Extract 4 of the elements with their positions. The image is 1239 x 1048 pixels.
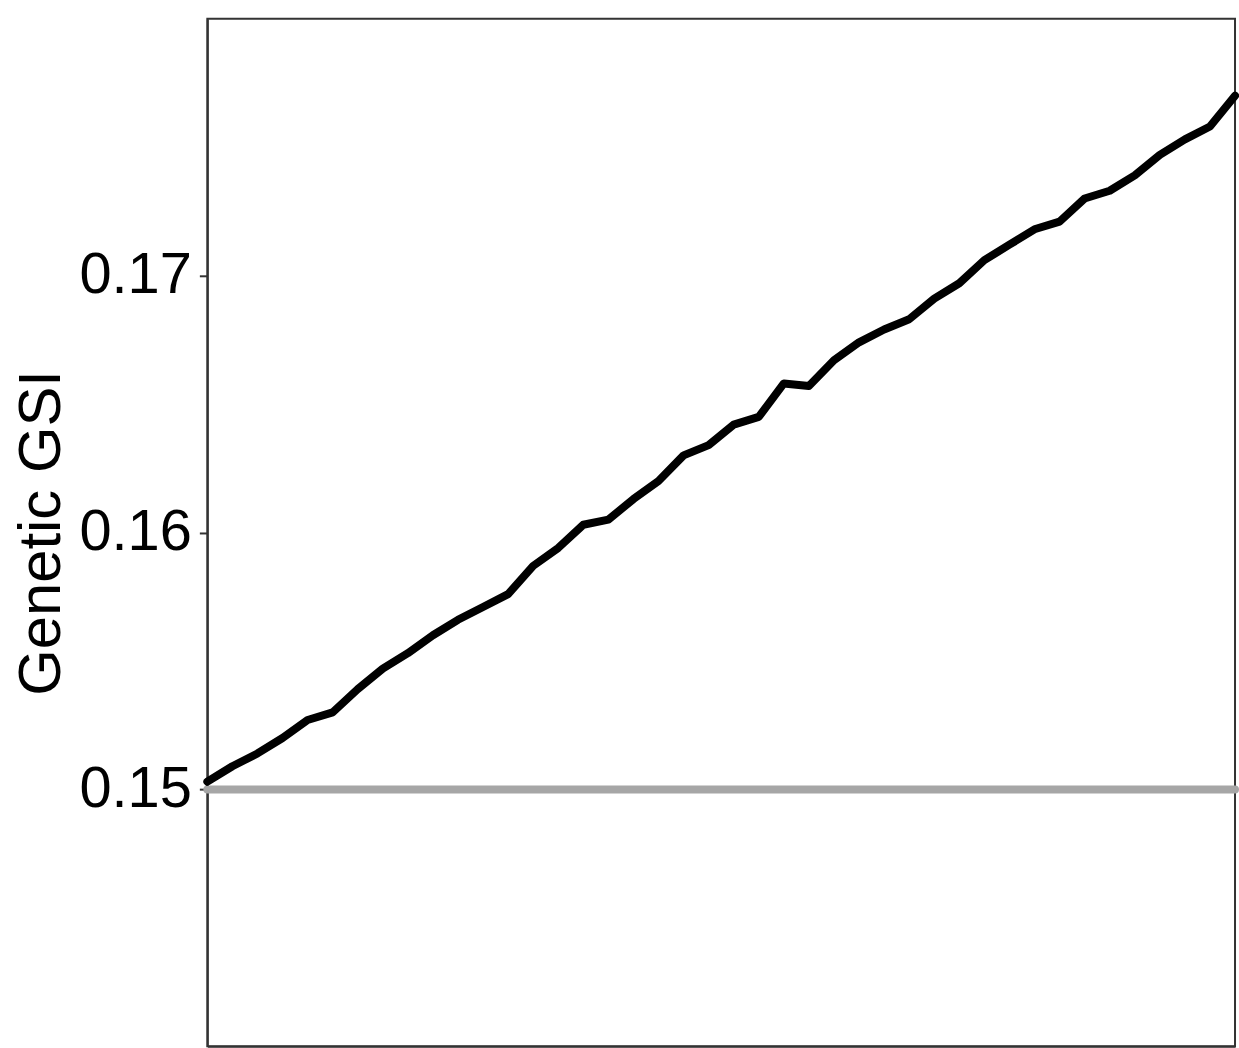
y-tick-label: 0.16: [79, 497, 192, 562]
y-axis-title: Genetic GSI: [6, 370, 74, 696]
y-tick-label: 0.17: [79, 241, 192, 305]
y-tick-label: 0.15: [79, 754, 192, 819]
